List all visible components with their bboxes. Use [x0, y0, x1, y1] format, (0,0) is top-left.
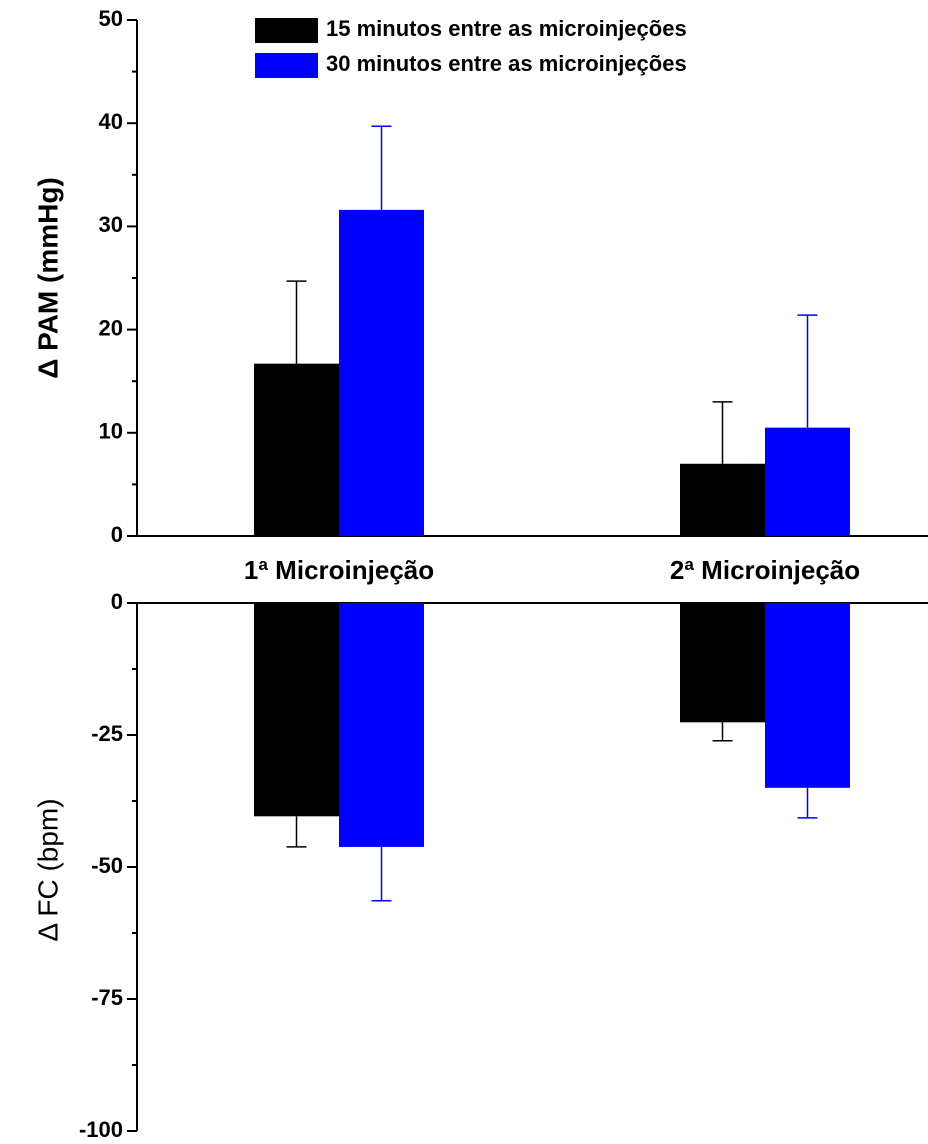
y-axis-label: Δ PAM (mmHg): [32, 177, 63, 379]
y-tick-label: 20: [99, 315, 123, 340]
legend-swatch: [255, 18, 318, 43]
bar: [765, 427, 850, 536]
y-tick-label: 50: [99, 6, 123, 31]
y-tick-label: 30: [99, 212, 123, 237]
y-tick-label: 10: [99, 419, 123, 444]
bar: [254, 603, 339, 817]
legend-label: 15 minutos entre as microinjeções: [326, 16, 687, 41]
legend-label: 30 minutos entre as microinjeções: [326, 51, 687, 76]
bar: [680, 463, 765, 536]
y-tick-label: 0: [111, 589, 123, 614]
y-tick-label: -25: [91, 721, 123, 746]
x-tick-label: 1ª Microinjeção: [244, 555, 434, 585]
bar: [339, 603, 424, 847]
bar: [765, 603, 850, 788]
y-axis-label: Δ FC (bpm): [32, 798, 63, 941]
y-tick-label: 40: [99, 109, 123, 134]
bar: [254, 363, 339, 536]
y-tick-label: 0: [111, 522, 123, 547]
legend-swatch: [255, 53, 318, 78]
x-tick-label: 2ª Microinjeção: [670, 555, 860, 585]
bar: [680, 603, 765, 723]
y-tick-label: -75: [91, 985, 123, 1010]
y-tick-label: -50: [91, 853, 123, 878]
bar: [339, 209, 424, 536]
y-tick-label: -100: [79, 1117, 123, 1142]
